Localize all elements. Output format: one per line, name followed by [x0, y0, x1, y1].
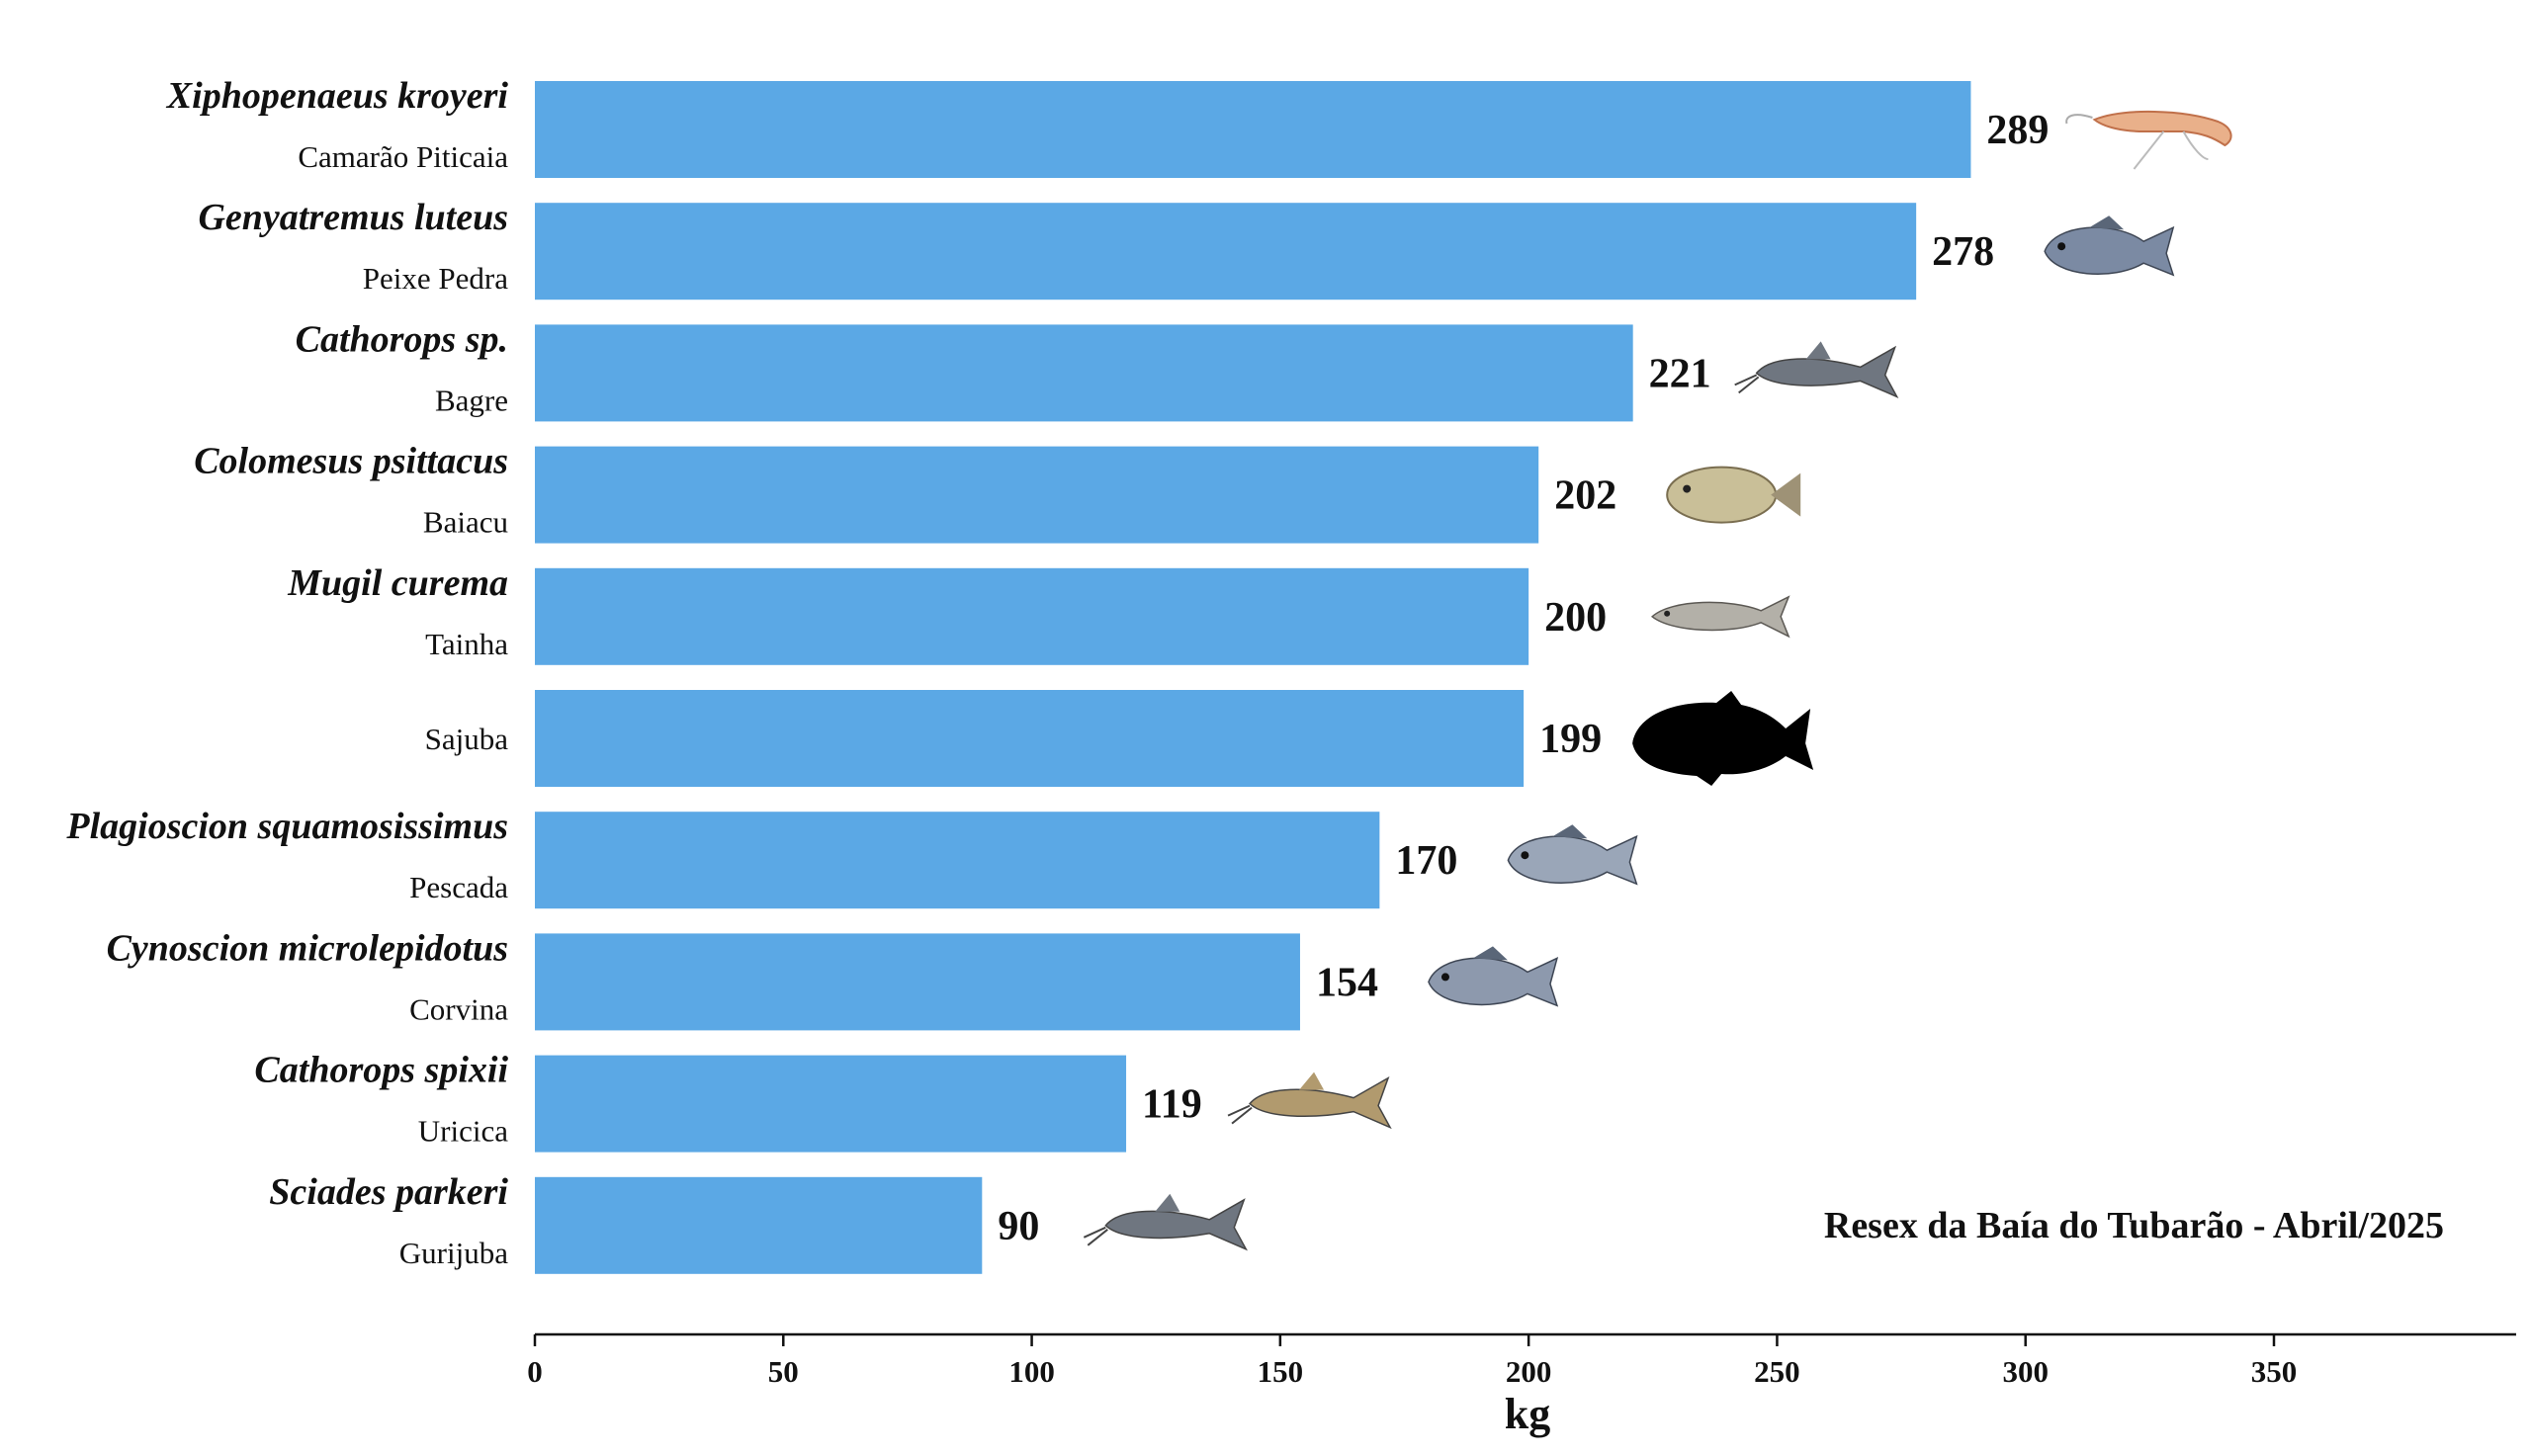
x-tick-label: 200	[1506, 1354, 1552, 1389]
value-label: 278	[1932, 229, 1994, 275]
chart-annotation: Resex da Baía do Tubarão - Abril/2025	[1824, 1205, 2444, 1246]
value-label: 90	[998, 1204, 1039, 1249]
bar	[535, 203, 1917, 300]
x-tick-label: 250	[1754, 1354, 1800, 1389]
value-label: 170	[1395, 838, 1457, 884]
scientific-name-label: Colomesus psittacus	[194, 441, 508, 482]
common-name-label: Corvina	[409, 991, 508, 1026]
x-tick-label: 100	[1008, 1354, 1055, 1389]
bar	[535, 690, 1525, 787]
common-name-label: Bagre	[435, 383, 508, 417]
fish-icon	[1428, 946, 1559, 1007]
bar	[535, 567, 1529, 665]
catfish-icon	[1734, 341, 1899, 398]
x-tick-label: 50	[768, 1354, 799, 1389]
bar	[535, 812, 1380, 909]
value-label: 200	[1544, 595, 1607, 641]
fish-icon	[2044, 215, 2175, 277]
bar	[535, 933, 1300, 1031]
common-name-label: Sajuba	[425, 722, 509, 756]
common-name-label: Pescada	[409, 870, 508, 904]
common-name-label: Tainha	[425, 627, 508, 661]
catfish-icon	[1083, 1193, 1249, 1251]
common-name-label: Uricica	[418, 1114, 508, 1149]
value-labels-group: 289 278 221 202 200 199 170 154 119 90	[998, 108, 2049, 1249]
value-label: 119	[1142, 1082, 1202, 1128]
fish-silhouette-icon	[1632, 691, 1814, 786]
mullet-icon	[1650, 595, 1790, 639]
x-tick-label: 300	[2002, 1354, 2049, 1389]
fish-icon	[1507, 824, 1638, 886]
value-label: 199	[1539, 717, 1602, 762]
common-name-label: Camarão Piticaia	[298, 139, 508, 174]
scientific-name-label: Plagioscion squamosissimus	[65, 806, 508, 847]
scientific-name-label: Xiphopenaeus kroyeri	[166, 75, 509, 117]
bar	[535, 324, 1633, 422]
common-name-label: Peixe Pedra	[363, 261, 508, 296]
pufferfish-icon	[1666, 466, 1801, 524]
catfish-icon	[1227, 1071, 1392, 1130]
species-icons-group	[1083, 111, 2232, 1251]
bars-group	[535, 81, 1971, 1274]
scientific-name-label: Mugil curema	[287, 562, 508, 604]
scientific-name-label: Cynoscion microlepidotus	[107, 927, 508, 969]
x-tick-label: 150	[1258, 1354, 1304, 1389]
bar	[535, 1055, 1127, 1153]
scientific-name-label: Sciades parkeri	[269, 1171, 508, 1213]
x-tick-label: 0	[527, 1354, 543, 1389]
value-label: 221	[1649, 351, 1711, 396]
value-label: 202	[1554, 473, 1616, 519]
value-label: 154	[1316, 960, 1378, 1005]
x-axis-label: kg	[1505, 1390, 1550, 1438]
common-name-label: Gurijuba	[399, 1236, 508, 1270]
x-axis: 0 50 100 150 200 250 300 350	[527, 1332, 2516, 1389]
scientific-name-label: Cathorops sp.	[296, 318, 508, 360]
common-name-label: Baiacu	[423, 505, 508, 540]
scientific-name-label: Genyatremus luteus	[198, 197, 508, 238]
bar	[535, 446, 1539, 544]
value-label: 289	[1986, 108, 2049, 153]
bar	[535, 1176, 983, 1274]
scientific-name-label: Cathorops spixii	[254, 1050, 508, 1091]
shrimp-icon	[2065, 111, 2232, 170]
x-tick-label: 350	[2251, 1354, 2298, 1389]
bar	[535, 81, 1971, 178]
category-labels-group: Xiphopenaeus kroyeri Camarão Piticaia Geny…	[65, 75, 508, 1270]
